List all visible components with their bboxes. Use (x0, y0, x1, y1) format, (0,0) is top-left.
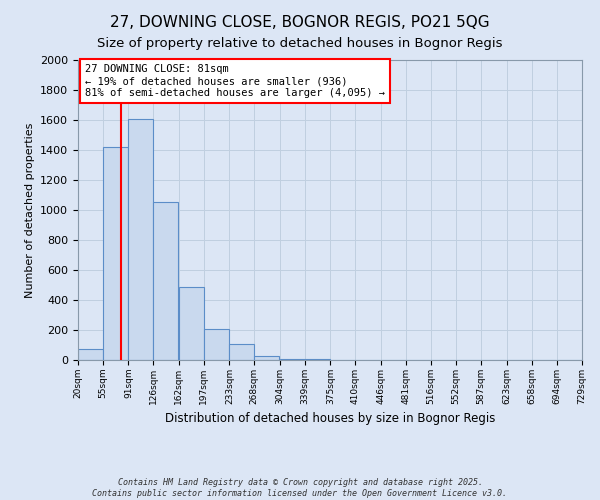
Bar (254, 356, 279, 360)
Bar (179, 286, 204, 360)
Bar (305, 359, 329, 360)
Text: Contains HM Land Registry data © Crown copyright and database right 2025.
Contai: Contains HM Land Registry data © Crown c… (92, 478, 508, 498)
Text: 27, DOWNING CLOSE, BOGNOR REGIS, PO21 5QG: 27, DOWNING CLOSE, BOGNOR REGIS, PO21 5Q… (110, 15, 490, 30)
Bar (154, 202, 178, 360)
Y-axis label: Number of detached properties: Number of detached properties (25, 122, 35, 298)
Text: Size of property relative to detached houses in Bognor Regis: Size of property relative to detached ho… (97, 38, 503, 51)
Bar (204, 329, 229, 360)
Bar (103, 147, 128, 360)
Bar (229, 344, 254, 360)
Text: 27 DOWNING CLOSE: 81sqm
← 19% of detached houses are smaller (936)
81% of semi-d: 27 DOWNING CLOSE: 81sqm ← 19% of detache… (85, 64, 385, 98)
Bar (128, 118, 154, 360)
X-axis label: Distribution of detached houses by size in Bognor Regis: Distribution of detached houses by size … (165, 412, 495, 426)
Bar (78, 349, 103, 360)
Bar (280, 358, 305, 360)
